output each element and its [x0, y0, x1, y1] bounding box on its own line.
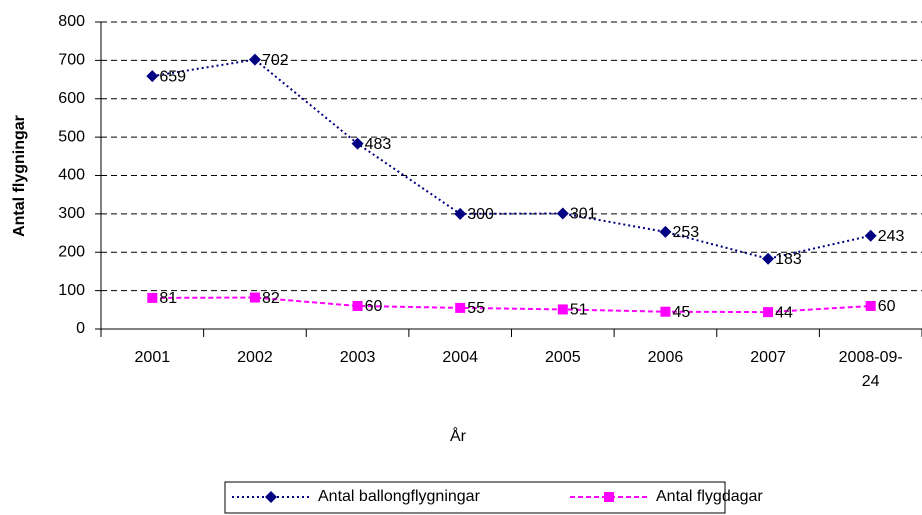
- x-tick-label: 2003: [339, 349, 376, 366]
- y-tick-label: 200: [58, 243, 85, 260]
- data-label: 60: [365, 298, 383, 315]
- legend-marker: [265, 491, 277, 503]
- data-label: 702: [262, 52, 289, 69]
- legend-label: Antal ballongflygningar: [318, 488, 481, 505]
- data-label: 483: [365, 136, 392, 153]
- y-tick-label: 300: [58, 205, 85, 222]
- data-label: 81: [159, 290, 177, 307]
- data-label: 45: [672, 304, 690, 321]
- data-label: 301: [570, 206, 597, 223]
- marker: [660, 306, 671, 317]
- y-tick-label: 800: [58, 13, 85, 30]
- marker: [556, 207, 569, 220]
- x-tick-label: 2004: [442, 349, 478, 366]
- x-tick-label: 2005: [545, 349, 581, 366]
- line: [152, 58, 871, 260]
- y-axis-title: Antal flygningar: [11, 115, 28, 237]
- x-tick-label: 2001: [134, 349, 171, 366]
- marker: [454, 207, 467, 220]
- marker: [351, 137, 364, 150]
- marker: [146, 70, 159, 83]
- marker: [865, 300, 876, 311]
- data-label: 659: [159, 68, 186, 85]
- y-tick-label: 0: [76, 320, 85, 337]
- x-tick-label: 2007: [750, 349, 786, 366]
- marker: [455, 302, 466, 313]
- marker: [249, 292, 260, 303]
- marker: [557, 304, 568, 315]
- marker: [659, 225, 672, 238]
- x-tick-label: 2008-09-24: [838, 349, 903, 390]
- data-label: 60: [878, 298, 896, 315]
- x-tick-label: 2006: [647, 349, 684, 366]
- line: [152, 296, 871, 314]
- marker: [864, 229, 877, 242]
- x-axis-title: År: [450, 426, 467, 445]
- marker: [762, 252, 775, 265]
- y-tick-label: 100: [58, 282, 85, 299]
- data-label: 82: [262, 290, 280, 307]
- data-label: 51: [570, 302, 588, 319]
- y-tick-label: 400: [58, 167, 85, 184]
- y-tick-label: 700: [58, 52, 85, 69]
- data-label: 243: [878, 228, 905, 245]
- marker: [147, 292, 158, 303]
- marker: [352, 300, 363, 311]
- data-label: 55: [467, 300, 485, 317]
- data-label: 253: [672, 224, 699, 241]
- y-tick-label: 600: [58, 90, 85, 107]
- marker: [248, 53, 261, 66]
- legend-label: Antal flygdagar: [656, 488, 763, 505]
- data-label: 183: [775, 251, 802, 268]
- data-label: 300: [467, 206, 494, 223]
- legend-marker: [604, 492, 614, 502]
- marker: [763, 307, 774, 318]
- x-tick-label: 2002: [237, 349, 273, 366]
- data-label: 44: [775, 304, 793, 321]
- y-tick-label: 500: [58, 128, 85, 145]
